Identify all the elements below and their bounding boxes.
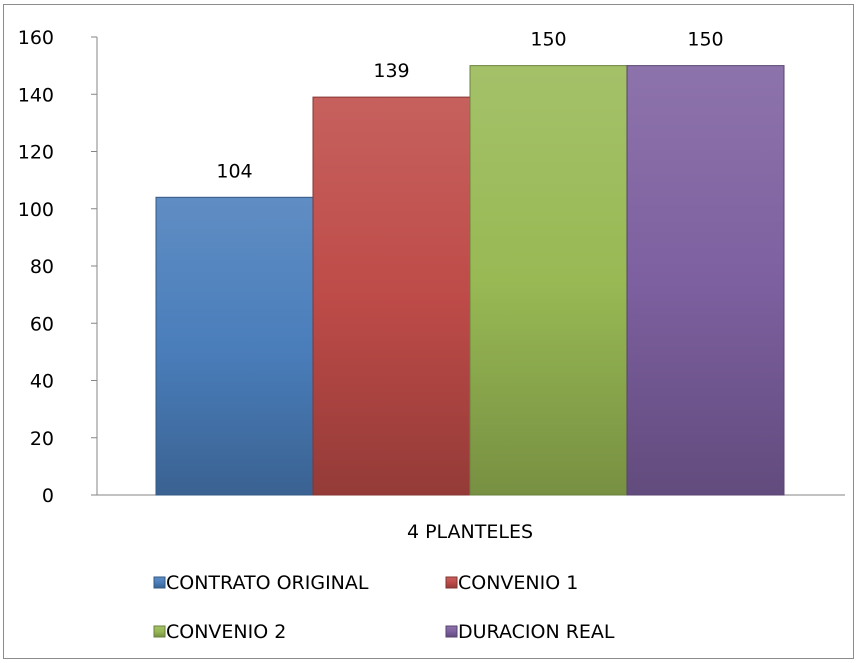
y-tick-label: 120 [18,142,54,164]
bar-contrato-original [155,196,314,496]
data-labels: 104 139 150 150 [216,29,723,183]
legend-label-convenio-2: CONVENIO 2 [166,621,286,643]
data-label: 139 [373,60,409,82]
legend-swatch-convenio-1 [445,576,458,589]
x-category-label: 4 PLANTELES [407,521,533,543]
y-tick-label: 100 [18,199,54,221]
y-tick-label: 160 [18,27,54,49]
legend-label-duracion-real: DURACION REAL [458,621,615,643]
y-tick-label: 60 [30,313,54,335]
y-tick-label: 40 [30,371,54,393]
data-label: 150 [687,29,723,51]
y-axis-ticks: 0 20 40 60 80 100 120 140 160 [18,27,97,507]
legend: CONTRATO ORIGINAL CONVENIO 1 CONVENIO 2 … [153,572,615,643]
bar-series [155,65,785,496]
bar-convenio-1 [312,96,471,496]
legend-label-contrato-original: CONTRATO ORIGINAL [166,572,369,594]
data-label: 104 [216,160,252,182]
legend-swatch-convenio-2 [153,625,166,638]
bar-duracion-real [626,65,785,496]
y-tick-label: 140 [18,84,54,106]
legend-swatch-duracion-real [445,625,458,638]
legend-swatch-contrato-original [153,576,166,589]
y-tick-label: 80 [30,256,54,278]
bar-convenio-2 [469,65,628,496]
y-tick-label: 0 [42,485,54,507]
legend-label-convenio-1: CONVENIO 1 [458,572,578,594]
y-tick-label: 20 [30,428,54,450]
data-label: 150 [530,29,566,51]
